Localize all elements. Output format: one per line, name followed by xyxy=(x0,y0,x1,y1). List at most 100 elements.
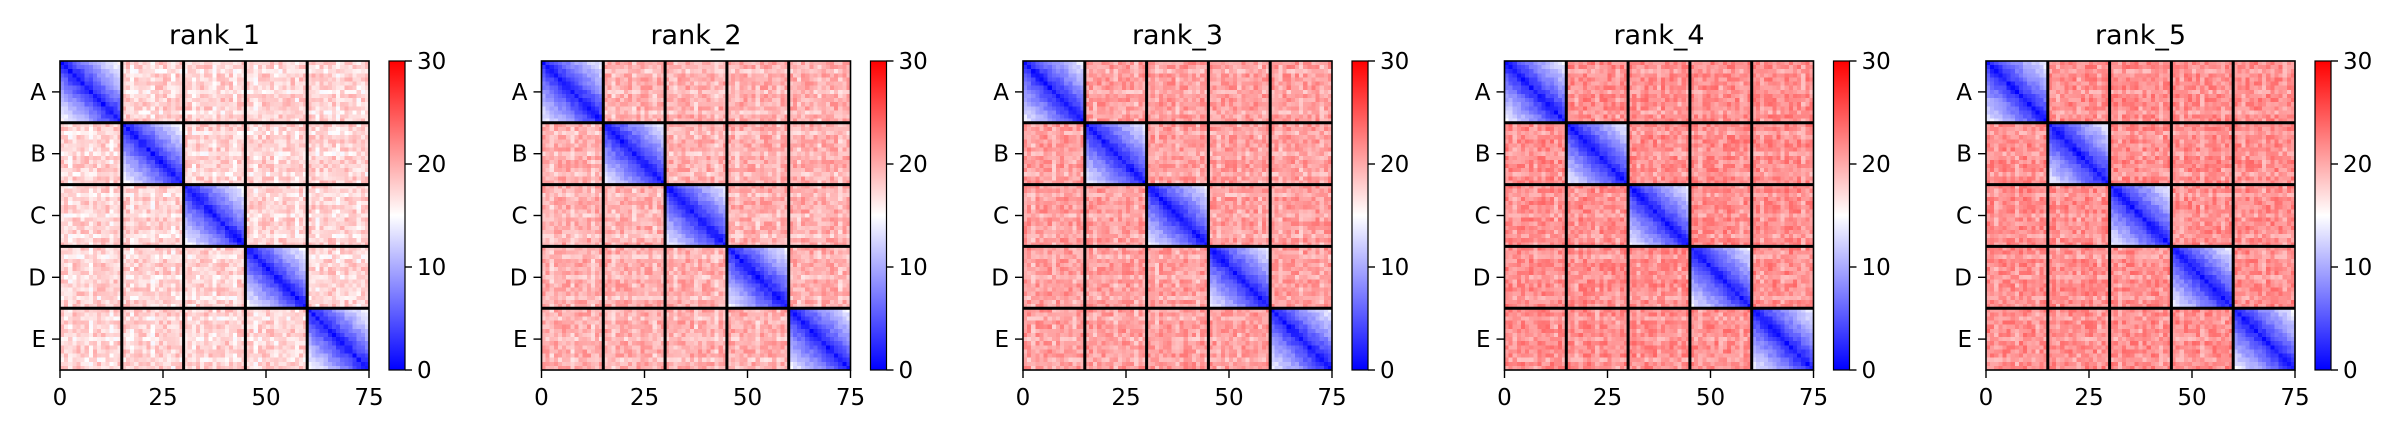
heatmap-cell xyxy=(353,292,357,296)
heatmap-cell xyxy=(348,234,352,238)
heatmap-cell xyxy=(340,271,344,275)
heatmap-cell xyxy=(336,127,340,131)
heatmap-cell xyxy=(68,77,72,81)
heatmap-cell xyxy=(274,156,278,160)
heatmap-cell xyxy=(192,205,196,209)
heatmap-cell xyxy=(68,279,72,283)
heatmap-cell xyxy=(101,127,105,131)
heatmap-cell xyxy=(320,288,324,292)
heatmap-cell xyxy=(151,205,155,209)
heatmap-cell xyxy=(332,143,336,147)
heatmap-cell xyxy=(266,296,270,300)
heatmap-cell xyxy=(64,259,68,263)
heatmap-cell xyxy=(254,222,258,226)
heatmap-cell xyxy=(311,143,315,147)
heatmap-cell xyxy=(147,201,151,205)
heatmap-cell xyxy=(142,106,146,110)
heatmap-cell xyxy=(287,226,291,230)
heatmap-cell xyxy=(353,98,357,102)
heatmap-cell xyxy=(340,296,344,300)
heatmap-cell xyxy=(324,275,328,279)
heatmap-cell xyxy=(344,189,348,193)
heatmap-cell xyxy=(130,73,134,77)
heatmap-cell xyxy=(126,168,130,172)
heatmap-cell xyxy=(229,189,233,193)
heatmap-cell xyxy=(89,251,93,255)
heatmap-cell xyxy=(175,172,179,176)
heatmap-cell xyxy=(295,209,299,213)
heatmap-cell xyxy=(97,143,101,147)
heatmap-cell xyxy=(142,292,146,296)
heatmap-cell xyxy=(105,205,109,209)
heatmap-cell xyxy=(266,90,270,94)
heatmap-cell xyxy=(167,234,171,238)
heatmap-cell xyxy=(114,156,118,160)
heatmap-cell xyxy=(130,325,134,329)
heatmap-cell xyxy=(217,148,221,152)
heatmap-cell xyxy=(114,143,118,147)
heatmap-cell xyxy=(332,189,336,193)
heatmap-cell xyxy=(200,259,204,263)
heatmap-cell xyxy=(299,131,303,135)
heatmap-cell xyxy=(97,279,101,283)
heatmap-cell xyxy=(274,176,278,180)
heatmap-cell xyxy=(85,143,89,147)
heatmap-cell xyxy=(262,279,266,283)
heatmap-cell xyxy=(299,189,303,193)
heatmap-cell xyxy=(258,329,262,333)
heatmap-cell xyxy=(204,160,208,164)
heatmap-cell xyxy=(229,279,233,283)
heatmap-cell xyxy=(311,292,315,296)
heatmap-cell xyxy=(282,164,286,168)
heatmap-cell xyxy=(315,135,319,139)
heatmap-cell xyxy=(233,275,237,279)
heatmap-cell xyxy=(332,73,336,77)
heatmap-cell xyxy=(134,82,138,86)
heatmap-cell xyxy=(340,201,344,205)
heatmap-cell xyxy=(196,205,200,209)
heatmap-cell xyxy=(229,213,233,217)
heatmap-cell xyxy=(138,267,142,271)
heatmap-cell xyxy=(76,230,80,234)
heatmap-cell xyxy=(295,168,299,172)
heatmap-cell xyxy=(229,288,233,292)
heatmap-cell xyxy=(311,238,315,242)
heatmap-cell xyxy=(250,279,254,283)
heatmap-cell xyxy=(254,279,258,283)
heatmap-cell xyxy=(291,98,295,102)
heatmap-cell xyxy=(64,115,68,119)
heatmap-cell xyxy=(196,329,200,333)
heatmap-cell xyxy=(85,288,89,292)
heatmap-cell xyxy=(200,73,204,77)
heatmap-cell xyxy=(167,292,171,296)
heatmap-cell xyxy=(85,267,89,271)
heatmap-cell xyxy=(344,73,348,77)
heatmap-cell xyxy=(130,106,134,110)
heatmap-cell xyxy=(225,329,229,333)
heatmap-cell xyxy=(126,209,130,213)
heatmap-cell xyxy=(344,312,348,316)
heatmap-cell xyxy=(324,283,328,287)
heatmap-cell xyxy=(138,106,142,110)
heatmap-cell xyxy=(138,164,142,168)
heatmap-cell xyxy=(336,148,340,152)
heatmap-cell xyxy=(72,283,76,287)
heatmap-cell xyxy=(81,205,85,209)
heatmap-cell xyxy=(192,77,196,81)
heatmap-cell xyxy=(315,267,319,271)
heatmap-cell xyxy=(175,160,179,164)
heatmap-cell xyxy=(175,139,179,143)
heatmap-cell xyxy=(282,172,286,176)
heatmap-cell xyxy=(291,139,295,143)
heatmap-cell xyxy=(287,168,291,172)
heatmap-cell xyxy=(175,77,179,81)
heatmap-cell xyxy=(130,139,134,143)
heatmap-cell xyxy=(262,115,266,119)
heatmap-cell xyxy=(258,230,262,234)
heatmap-cell xyxy=(85,82,89,86)
heatmap-cell xyxy=(361,201,365,205)
heatmap-cell xyxy=(353,238,357,242)
heatmap-cell xyxy=(295,69,299,73)
heatmap-cell xyxy=(81,156,85,160)
heatmap-cell xyxy=(237,110,241,114)
